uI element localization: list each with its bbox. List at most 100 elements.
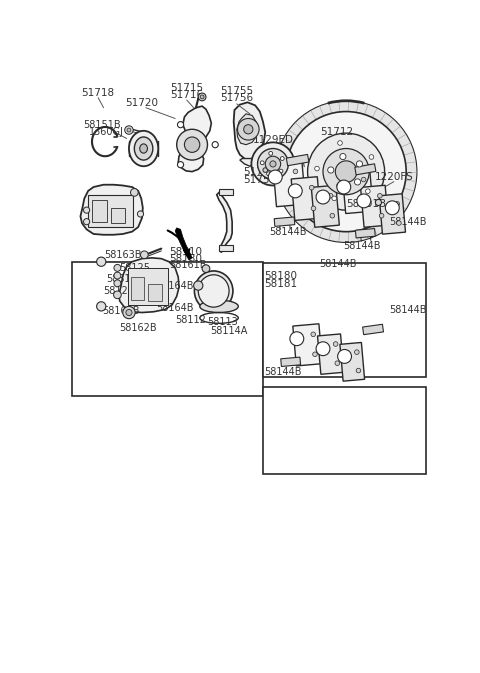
- Ellipse shape: [200, 300, 238, 312]
- Circle shape: [137, 211, 144, 217]
- Circle shape: [200, 95, 204, 99]
- Text: 58144B: 58144B: [270, 227, 307, 238]
- Ellipse shape: [198, 275, 229, 307]
- Circle shape: [96, 257, 106, 267]
- Circle shape: [96, 302, 106, 311]
- Circle shape: [260, 161, 264, 165]
- Text: 58101B: 58101B: [346, 199, 386, 209]
- Text: 1: 1: [272, 172, 278, 182]
- Circle shape: [84, 207, 90, 213]
- Text: 58151B: 58151B: [83, 120, 121, 130]
- Circle shape: [395, 202, 399, 206]
- Bar: [128, 268, 168, 305]
- Circle shape: [290, 332, 304, 346]
- Text: 1: 1: [341, 182, 347, 192]
- Circle shape: [198, 93, 206, 101]
- Circle shape: [328, 193, 333, 198]
- Circle shape: [252, 143, 295, 186]
- Text: 58164B: 58164B: [156, 281, 194, 291]
- Polygon shape: [81, 184, 143, 235]
- FancyArrowPatch shape: [168, 230, 190, 255]
- Circle shape: [332, 196, 336, 201]
- Circle shape: [366, 189, 370, 194]
- Polygon shape: [355, 164, 376, 175]
- Circle shape: [114, 264, 121, 271]
- Text: 2: 2: [320, 344, 326, 353]
- Polygon shape: [217, 192, 232, 252]
- Text: 51718: 51718: [82, 88, 115, 98]
- Circle shape: [238, 118, 259, 140]
- Text: 58181: 58181: [264, 279, 297, 289]
- Text: 51755: 51755: [220, 85, 253, 96]
- Circle shape: [337, 182, 343, 188]
- Polygon shape: [119, 258, 179, 312]
- Circle shape: [141, 251, 148, 258]
- Ellipse shape: [129, 131, 158, 166]
- Circle shape: [184, 137, 200, 152]
- Bar: [219, 189, 233, 195]
- Circle shape: [315, 166, 319, 171]
- Text: 3: 3: [320, 192, 326, 201]
- Circle shape: [328, 167, 334, 173]
- Text: 58164B: 58164B: [156, 303, 194, 313]
- Circle shape: [375, 199, 382, 205]
- Circle shape: [267, 172, 271, 176]
- Polygon shape: [273, 160, 306, 207]
- Circle shape: [268, 170, 282, 184]
- Circle shape: [114, 291, 121, 299]
- Circle shape: [280, 157, 284, 160]
- Ellipse shape: [140, 144, 147, 153]
- Bar: [92, 200, 108, 221]
- Text: 58110: 58110: [169, 247, 203, 256]
- Circle shape: [193, 281, 203, 290]
- Polygon shape: [178, 106, 211, 172]
- Text: 58144B: 58144B: [264, 367, 302, 377]
- Circle shape: [258, 149, 288, 179]
- Circle shape: [354, 179, 360, 185]
- Circle shape: [177, 129, 207, 160]
- Text: 2: 2: [360, 197, 367, 205]
- Text: 58144B: 58144B: [320, 259, 357, 269]
- Text: 3: 3: [341, 352, 348, 361]
- Circle shape: [316, 190, 330, 204]
- Circle shape: [178, 162, 184, 168]
- Circle shape: [338, 141, 342, 145]
- Circle shape: [310, 185, 314, 190]
- Bar: [111, 208, 125, 223]
- Text: 1: 1: [294, 334, 300, 343]
- Ellipse shape: [194, 271, 233, 311]
- Polygon shape: [286, 154, 309, 166]
- Text: 51716: 51716: [170, 90, 203, 100]
- Circle shape: [308, 133, 384, 210]
- Bar: [263, 263, 426, 377]
- Circle shape: [295, 191, 300, 196]
- Text: 51752: 51752: [243, 167, 276, 176]
- Text: 58162B: 58162B: [120, 323, 157, 333]
- Circle shape: [337, 180, 351, 194]
- Polygon shape: [362, 324, 384, 334]
- Circle shape: [335, 361, 340, 365]
- Circle shape: [286, 112, 406, 232]
- Circle shape: [311, 332, 315, 336]
- Text: 58130: 58130: [169, 254, 203, 264]
- Polygon shape: [234, 102, 265, 160]
- Text: 58112: 58112: [175, 315, 206, 325]
- Circle shape: [396, 221, 401, 225]
- Circle shape: [212, 141, 218, 148]
- Polygon shape: [293, 324, 323, 366]
- Polygon shape: [312, 185, 339, 227]
- Text: 58114A: 58114A: [210, 326, 248, 336]
- Text: 58144B: 58144B: [389, 217, 426, 227]
- Text: 58125F: 58125F: [103, 286, 140, 296]
- Circle shape: [336, 161, 357, 182]
- Circle shape: [114, 280, 121, 287]
- Circle shape: [293, 169, 298, 174]
- Circle shape: [178, 122, 184, 128]
- Circle shape: [312, 352, 317, 357]
- Circle shape: [316, 342, 330, 355]
- Circle shape: [337, 349, 351, 363]
- Circle shape: [385, 201, 399, 215]
- Polygon shape: [355, 229, 375, 238]
- Polygon shape: [342, 168, 373, 213]
- Circle shape: [369, 155, 374, 160]
